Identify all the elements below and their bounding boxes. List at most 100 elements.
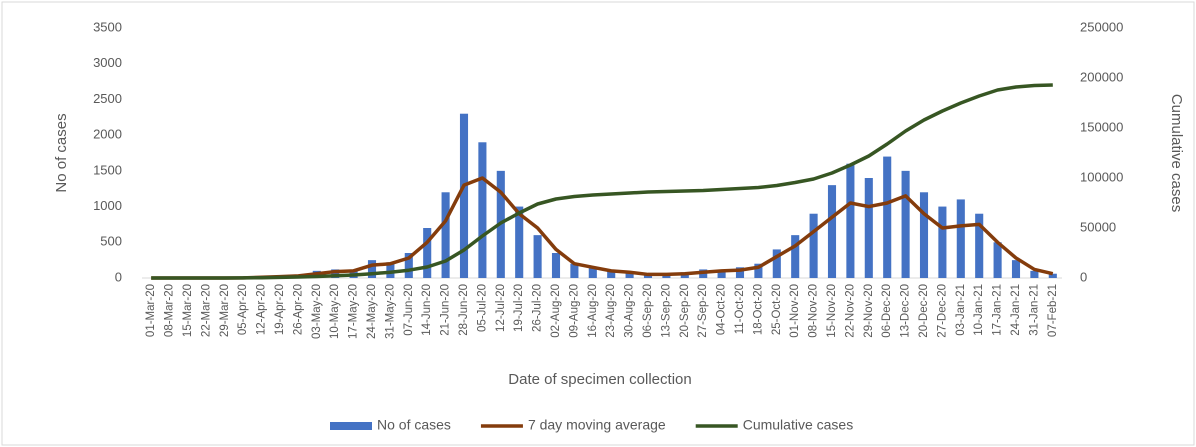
- x-tick-label: 31-May-20: [384, 284, 396, 339]
- x-tick-label: 22-Nov-20: [844, 284, 856, 338]
- y2-tick-label: 50000: [1080, 219, 1116, 234]
- x-tick-label: 08-Nov-20: [808, 284, 820, 338]
- bar: [423, 228, 432, 278]
- bar: [459, 113, 469, 278]
- bar: [643, 275, 653, 278]
- x-tick-label: 18-Oct-20: [752, 284, 764, 335]
- line: [151, 83, 1053, 280]
- bar: [735, 267, 745, 278]
- bar: [791, 235, 800, 278]
- bar: [533, 235, 542, 278]
- bar: [588, 267, 597, 278]
- bar: [938, 206, 947, 278]
- y-tick-label: 3000: [93, 55, 122, 70]
- x-tick-label: 11-Oct-20: [734, 284, 746, 334]
- y-axis-title: No of cases: [53, 113, 70, 192]
- x-tick-label: 06-Sep-20: [642, 284, 654, 338]
- x-tick-label: 25-Oct-20: [771, 284, 783, 335]
- y2-tick-label: 250000: [1080, 19, 1123, 34]
- x-tick-label: 05-Apr-20: [237, 284, 249, 335]
- x-tick-label: 13-Dec-20: [900, 284, 912, 338]
- bar: [515, 206, 524, 278]
- x-tick-label: 22-Mar-20: [200, 284, 212, 337]
- y2-tick-label: 150000: [1080, 119, 1123, 134]
- x-tick-label: 21-Jun-20: [440, 284, 452, 336]
- x-tick-label: 20-Sep-20: [679, 284, 691, 338]
- x-tick-label: 10-May-20: [329, 284, 341, 339]
- y2-tick-label: 200000: [1080, 69, 1123, 84]
- x-tick-label: 12-Jul-20: [495, 284, 507, 332]
- bar: [827, 185, 837, 278]
- x-tick-label: 13-Sep-20: [660, 284, 672, 338]
- x-tick-label: 27-Sep-20: [697, 284, 709, 338]
- bar: [754, 263, 763, 278]
- x-tick-label: 15-Nov-20: [826, 284, 838, 338]
- y2-tick-label: 0: [1080, 269, 1087, 284]
- x-tick-label: 17-May-20: [348, 284, 360, 339]
- x-tick-label: 26-Jul-20: [532, 284, 544, 332]
- bar: [386, 262, 395, 278]
- bar: [901, 170, 910, 278]
- x-tick-label: 28-Jun-20: [458, 284, 470, 336]
- x-tick-label: 05-Jul-20: [476, 284, 488, 332]
- x-tick-label: 20-Dec-20: [918, 284, 930, 338]
- y-tick-label: 2500: [93, 91, 122, 106]
- x-tick-label: 29-Nov-20: [863, 284, 875, 338]
- x-axis-title: Date of specimen collection: [508, 371, 691, 388]
- x-tick-label: 02-Aug-20: [550, 284, 562, 338]
- x-tick-label: 01-Nov-20: [789, 284, 801, 338]
- legend-label: 7 day moving average: [528, 417, 666, 433]
- bar: [441, 192, 450, 278]
- legend-label: Cumulative cases: [743, 417, 854, 433]
- legend-swatch: [330, 422, 372, 430]
- x-tick-label: 16-Aug-20: [587, 284, 599, 338]
- x-tick-label: 08-Mar-20: [164, 284, 176, 337]
- y2-axis-title: Cumulative cases: [1168, 94, 1185, 212]
- x-tick-label: 07-Jun-20: [403, 284, 415, 336]
- x-tick-label: 29-Mar-20: [219, 284, 231, 337]
- x-tick-label: 01-Mar-20: [145, 284, 157, 337]
- x-tick-label: 30-Aug-20: [624, 284, 636, 338]
- x-tick-label: 15-Mar-20: [182, 284, 194, 337]
- bar: [772, 249, 781, 278]
- x-tick-label: 07-Feb-21: [1047, 284, 1059, 337]
- x-tick-label: 09-Aug-20: [568, 284, 580, 338]
- bar: [1048, 273, 1057, 278]
- bar: [975, 213, 984, 278]
- bar: [1011, 260, 1021, 278]
- bar: [956, 199, 965, 278]
- x-tick-label: 27-Dec-20: [936, 284, 948, 338]
- bar: [993, 242, 1002, 278]
- x-tick-label: 17-Jan-21: [992, 284, 1004, 336]
- y-tick-label: 2000: [93, 127, 122, 142]
- bar: [864, 178, 873, 278]
- bar: [570, 263, 579, 278]
- y-tick-label: 1500: [93, 162, 122, 177]
- x-tick-label: 31-Jan-21: [1028, 284, 1040, 336]
- x-tick-label: 19-Apr-20: [274, 284, 286, 335]
- bar: [846, 163, 855, 278]
- bar: [404, 253, 413, 278]
- bar: [551, 253, 561, 278]
- bar: [625, 272, 634, 278]
- bar: [607, 270, 616, 278]
- x-tick-label: 04-Oct-20: [716, 284, 728, 335]
- bar: [717, 270, 726, 278]
- x-tick-label: 24-May-20: [366, 284, 378, 339]
- bar: [478, 142, 487, 278]
- x-tick-label: 12-Apr-20: [256, 284, 268, 335]
- bar: [1030, 270, 1039, 278]
- y-tick-label: 500: [100, 234, 122, 249]
- y-tick-label: 1000: [93, 198, 122, 213]
- y-tick-label: 0: [115, 269, 122, 284]
- x-tick-label: 06-Dec-20: [881, 284, 893, 338]
- bar: [367, 260, 377, 278]
- bar: [919, 192, 929, 278]
- x-tick-label: 10-Jan-21: [973, 284, 985, 336]
- bar: [809, 213, 818, 278]
- legend-label: No of cases: [377, 417, 451, 433]
- y2-tick-label: 100000: [1080, 169, 1123, 184]
- y-tick-label: 3500: [93, 19, 122, 34]
